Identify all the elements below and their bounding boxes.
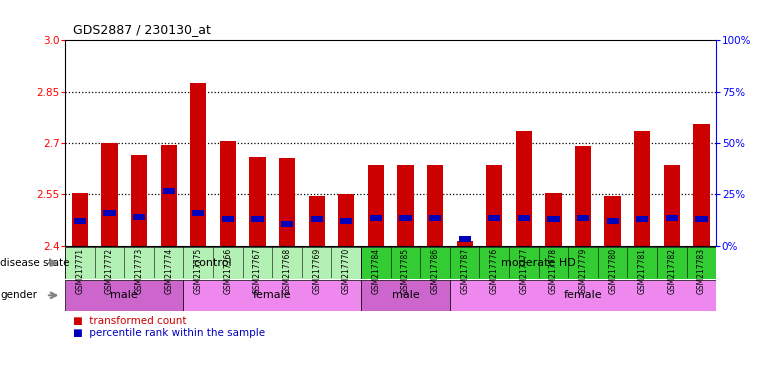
Text: female: female (253, 290, 292, 300)
Text: ■  transformed count: ■ transformed count (73, 316, 186, 326)
Text: GSM217786: GSM217786 (430, 248, 440, 294)
Bar (607, 218, 619, 224)
Bar (634, 131, 650, 246)
Text: GDS2887 / 230130_at: GDS2887 / 230130_at (73, 23, 211, 36)
Bar (636, 216, 648, 222)
Bar (309, 196, 325, 246)
Bar (361, 247, 716, 279)
Bar (192, 210, 205, 216)
Bar (459, 236, 471, 242)
Text: GSM217768: GSM217768 (283, 248, 292, 294)
Text: GSM217783: GSM217783 (697, 248, 706, 294)
Text: GSM217781: GSM217781 (638, 248, 647, 294)
Bar (279, 159, 295, 246)
Bar (131, 155, 147, 246)
Text: GSM217780: GSM217780 (608, 248, 617, 294)
Text: GSM217778: GSM217778 (549, 248, 558, 294)
Bar (340, 218, 352, 224)
Text: GSM217777: GSM217777 (519, 248, 529, 295)
Text: GSM217767: GSM217767 (253, 248, 262, 295)
Bar (545, 193, 561, 246)
Text: male: male (391, 290, 419, 300)
Bar (575, 146, 591, 246)
Bar (663, 165, 680, 246)
Bar (65, 280, 184, 311)
Bar (310, 216, 322, 222)
Bar (222, 216, 234, 222)
Text: GSM217774: GSM217774 (164, 248, 173, 295)
Bar (399, 215, 411, 221)
Bar (577, 215, 589, 221)
Bar (220, 141, 236, 246)
Text: GSM217771: GSM217771 (75, 248, 84, 294)
Bar (133, 214, 146, 220)
Bar (74, 218, 86, 224)
Bar (368, 165, 384, 246)
Text: GSM217782: GSM217782 (667, 248, 676, 294)
Text: GSM217769: GSM217769 (313, 248, 321, 295)
Bar (450, 280, 716, 311)
Text: gender: gender (0, 290, 37, 300)
Bar (65, 247, 361, 279)
Text: disease state: disease state (0, 258, 70, 268)
Text: GSM217785: GSM217785 (401, 248, 410, 294)
Text: male: male (110, 290, 138, 300)
Text: GSM217784: GSM217784 (372, 248, 381, 294)
Bar (370, 215, 382, 221)
Bar (486, 165, 502, 246)
Text: control: control (194, 258, 232, 268)
Text: GSM217772: GSM217772 (105, 248, 114, 294)
Bar (338, 194, 355, 246)
Text: GSM217775: GSM217775 (194, 248, 203, 295)
Bar (696, 216, 708, 222)
Bar (361, 280, 450, 311)
Text: GSM217770: GSM217770 (342, 248, 351, 295)
Bar (101, 143, 118, 246)
Bar (398, 165, 414, 246)
Bar (103, 210, 116, 216)
Bar (72, 193, 88, 246)
Bar (190, 83, 206, 246)
Text: female: female (564, 290, 602, 300)
Text: GSM217766: GSM217766 (224, 248, 232, 295)
Text: ■  percentile rank within the sample: ■ percentile rank within the sample (73, 328, 265, 338)
Bar (429, 215, 441, 221)
Text: GSM217776: GSM217776 (489, 248, 499, 295)
Bar (161, 145, 177, 246)
Bar (457, 241, 473, 246)
Bar (251, 216, 264, 222)
Text: GSM217773: GSM217773 (135, 248, 143, 295)
Bar (693, 124, 709, 246)
Bar (518, 215, 530, 221)
Bar (548, 216, 559, 222)
Bar (666, 215, 678, 221)
Text: moderate HD: moderate HD (501, 258, 576, 268)
Bar (516, 131, 532, 246)
Bar (162, 187, 175, 194)
Bar (250, 157, 266, 246)
Bar (427, 165, 444, 246)
Bar (488, 215, 500, 221)
Bar (604, 196, 620, 246)
Bar (281, 221, 293, 227)
Bar (184, 280, 361, 311)
Text: GSM217779: GSM217779 (578, 248, 588, 295)
Text: GSM217787: GSM217787 (460, 248, 469, 294)
